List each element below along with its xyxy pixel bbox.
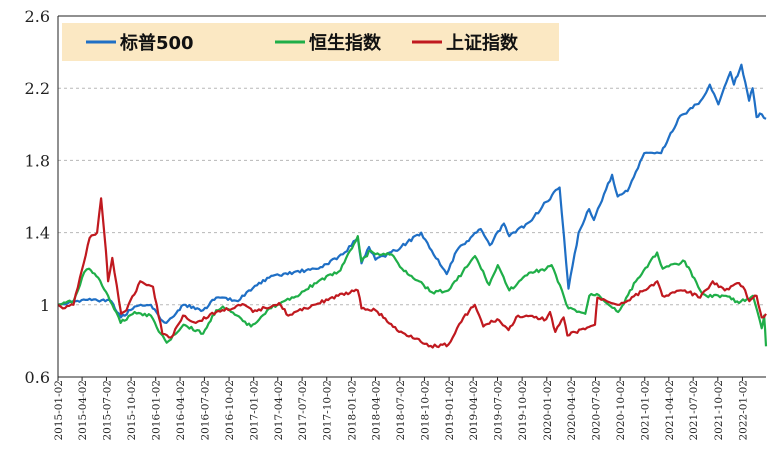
x-tick-label: 2019-04-02 xyxy=(468,380,480,441)
x-tick-label: 2015-10-02 xyxy=(126,380,138,441)
y-tick-label: 1 xyxy=(40,296,50,315)
x-tick-label: 2021-07-02 xyxy=(688,380,700,441)
x-tick-label: 2018-01-02 xyxy=(346,380,358,441)
axes xyxy=(57,16,766,381)
y-tick-label: 0.6 xyxy=(25,368,50,387)
gridlines xyxy=(58,87,766,306)
legend: 标普500 恒生指数 上证指数 xyxy=(62,23,559,61)
x-tick-label: 2022-01-02 xyxy=(737,380,749,441)
x-tick-label: 2017-04-02 xyxy=(273,380,285,441)
x-tick-label: 2017-01-02 xyxy=(249,380,261,441)
x-tick-label: 2015-07-02 xyxy=(101,380,113,441)
x-tick-label: 2016-07-02 xyxy=(199,380,211,441)
x-tick-label: 2021-10-02 xyxy=(713,380,725,441)
series-lines xyxy=(57,63,768,349)
series-line xyxy=(57,235,768,347)
x-tick-label: 2018-07-02 xyxy=(395,380,407,441)
series-line xyxy=(57,197,767,349)
x-tick-label: 2018-04-02 xyxy=(370,380,382,441)
x-tick-label: 2021-01-02 xyxy=(640,380,652,441)
x-tick-label: 2017-10-02 xyxy=(322,380,334,441)
y-tick-label: 2.6 xyxy=(25,7,50,26)
legend-label: 上证指数 xyxy=(446,32,519,54)
legend-label: 标普500 xyxy=(119,32,194,54)
x-tick-label: 2017-07-02 xyxy=(297,380,309,441)
x-tick-label: 2016-04-02 xyxy=(175,380,187,441)
x-tick-label: 2016-10-02 xyxy=(224,380,236,441)
x-tick-label: 2021-04-02 xyxy=(664,380,676,441)
x-tick-label: 2019-10-02 xyxy=(517,380,529,441)
legend-label: 恒生指数 xyxy=(309,32,382,54)
y-tick-label: 2.2 xyxy=(25,79,50,98)
x-tick-label: 2020-07-02 xyxy=(590,380,602,441)
x-tick-labels: 2015-01-02 2015-04-02 2015-07-02 2015-10-02… xyxy=(53,380,749,441)
x-tick-label: 2019-07-02 xyxy=(493,380,505,441)
x-tick-label: 2020-10-02 xyxy=(615,380,627,441)
x-tick-label: 2015-01-02 xyxy=(53,380,65,441)
x-tick-label: 2020-04-02 xyxy=(566,380,578,441)
x-tick-label: 2018-10-02 xyxy=(419,380,431,441)
y-tick-labels: 0.6 1 1.4 1.8 2.2 2.6 xyxy=(25,7,50,387)
x-tick-label: 2015-04-02 xyxy=(77,380,89,441)
y-tick-label: 1.8 xyxy=(25,151,50,170)
legend-box xyxy=(62,23,559,61)
x-tick-label: 2020-01-02 xyxy=(542,380,554,441)
series-line xyxy=(57,63,767,324)
x-tick-label: 2019-01-02 xyxy=(444,380,456,441)
y-tick-label: 1.4 xyxy=(25,224,50,243)
x-tick-label: 2016-01-02 xyxy=(151,380,163,441)
